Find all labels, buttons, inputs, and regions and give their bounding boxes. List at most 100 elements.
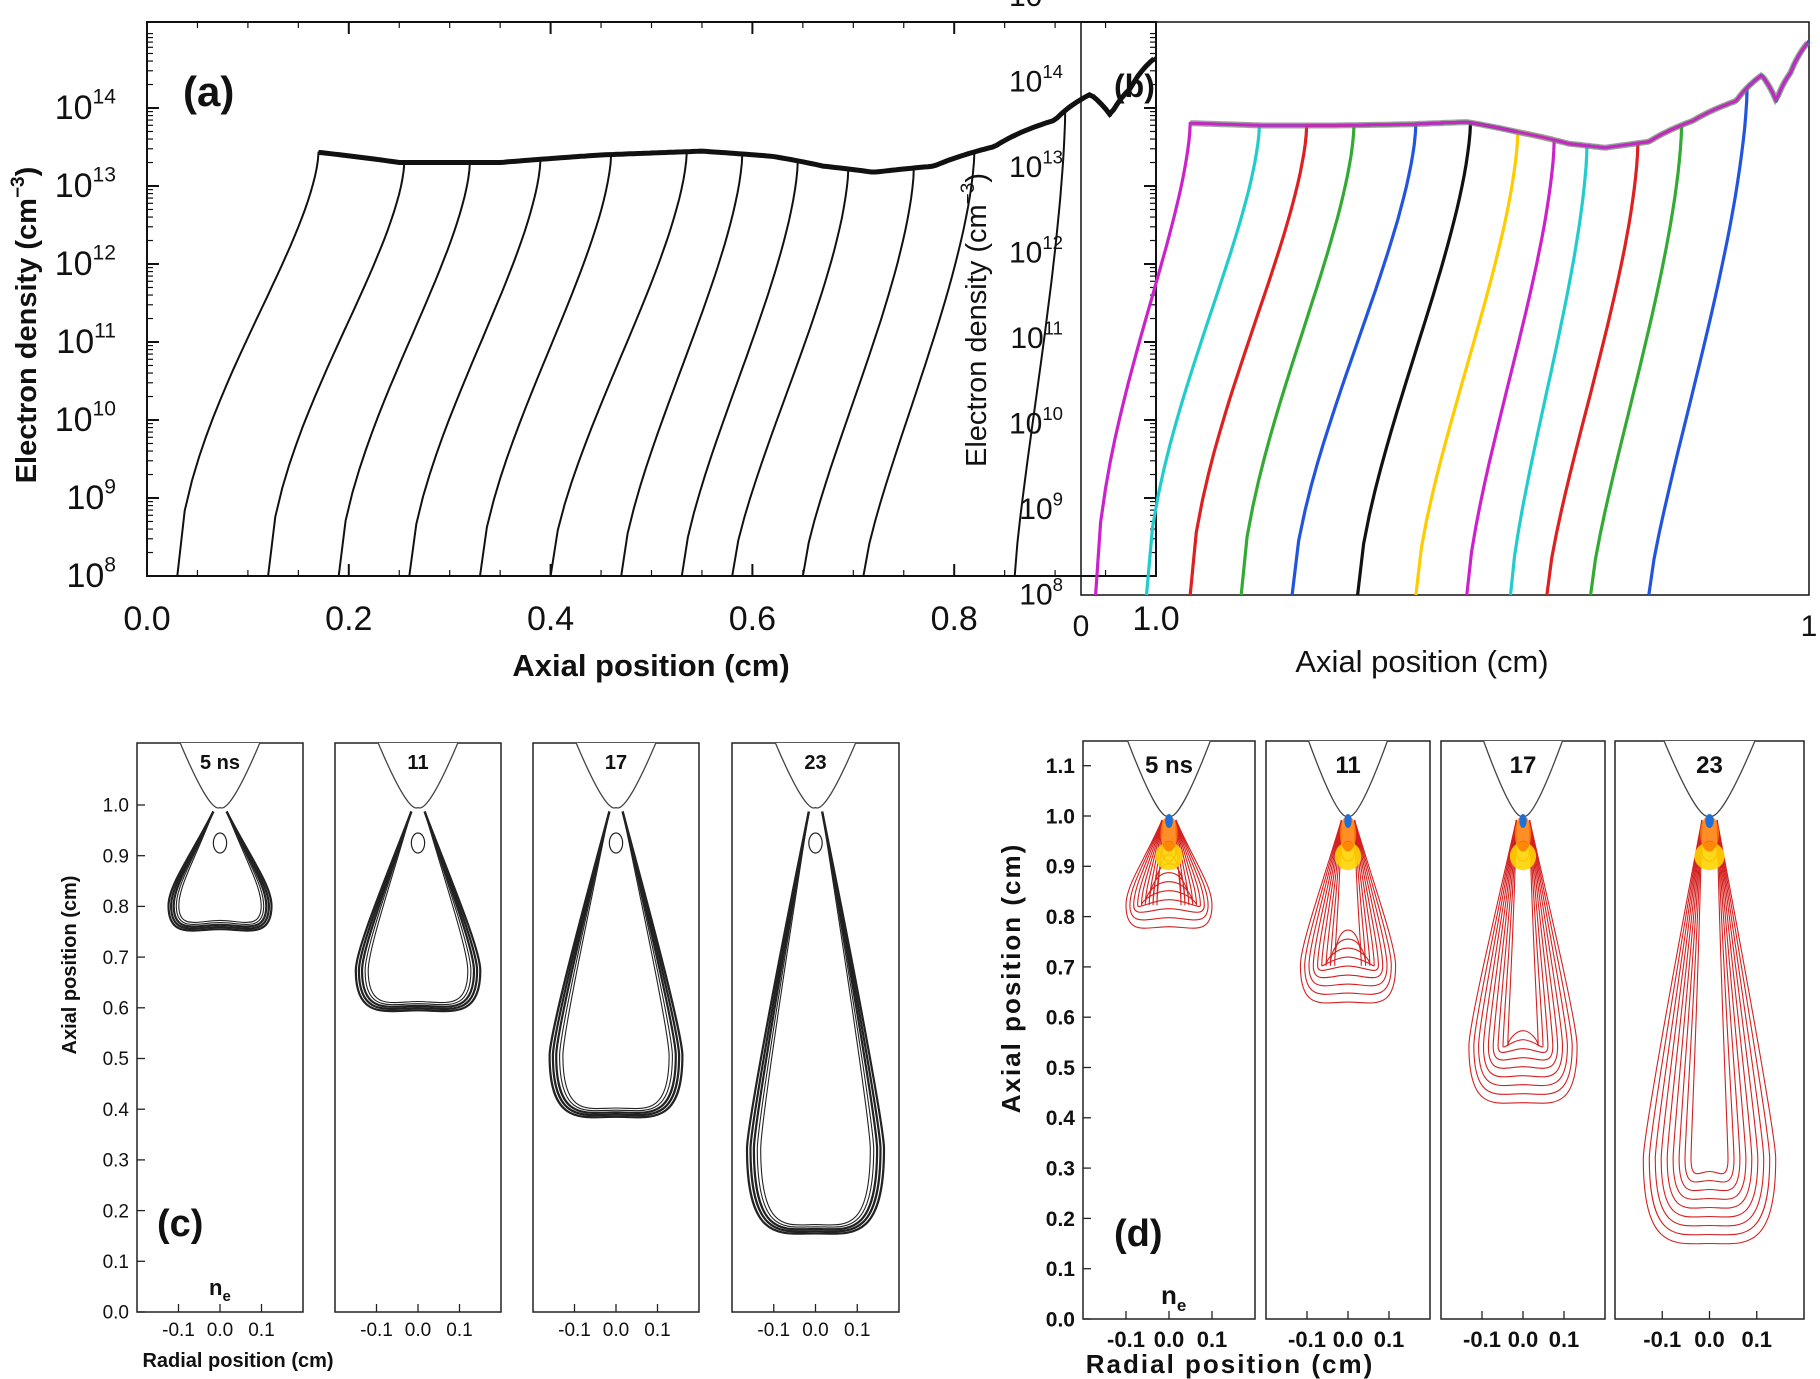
- y-tick-label-c: 0.4: [103, 1100, 130, 1121]
- x-tick-label-d: 0.0: [1154, 1327, 1185, 1352]
- y-tick-label-c: 0.6: [103, 998, 129, 1019]
- contour-shell-c: [172, 811, 268, 928]
- time-label-d: 11: [1335, 752, 1360, 779]
- x-tick-label-d: -0.1: [1107, 1327, 1145, 1352]
- contour-shell-c: [745, 811, 886, 1235]
- contour-shell-d: [1678, 819, 1741, 1192]
- contour-shell-c: [354, 811, 482, 1013]
- x-tick-label-c: 0.0: [207, 1320, 233, 1341]
- hot-core-d: [1509, 842, 1537, 871]
- density-envelope-a: [318, 56, 1156, 175]
- hot-core-d-mid: [1700, 815, 1719, 852]
- y-tick-label-d: 0.8: [1046, 906, 1076, 929]
- contour-shell-d: [1492, 819, 1554, 1061]
- x-tick-label-c: 0.1: [248, 1320, 274, 1341]
- time-label-d: 5 ns: [1145, 752, 1193, 779]
- panel-c-quantity: ne: [209, 1275, 231, 1305]
- x-tick-label-a: 1.0: [1132, 600, 1179, 638]
- x-tick-label-d: 0.0: [1508, 1327, 1539, 1352]
- contour-shell-c: [360, 811, 476, 1008]
- contour-frame-c: [334, 742, 502, 1313]
- x-tick-label-a: 0.2: [325, 600, 372, 638]
- panel-b-label: (b): [1114, 68, 1155, 104]
- contour-shell-c: [559, 811, 673, 1112]
- time-label-d: 23: [1696, 752, 1723, 779]
- density-curve-a: [176, 56, 1157, 577]
- contour-shell-d: [1304, 819, 1392, 995]
- density-curve-a: [620, 56, 1157, 577]
- contour-shell-c: [357, 811, 479, 1011]
- panel-d-xlabel: Radial position (cm): [1086, 1349, 1374, 1379]
- x-tick-label-d: -0.1: [1643, 1327, 1681, 1352]
- contour-shell-d: [1502, 819, 1544, 1048]
- density-curve-a: [862, 56, 1157, 577]
- density-curve-b: [1589, 40, 1811, 596]
- x-tick-label-d: -0.1: [1288, 1327, 1326, 1352]
- y-tick-label-b: 1015: [1009, 0, 1063, 13]
- y-tick-label-b: 1010: [1009, 403, 1063, 441]
- electrode-c: [377, 742, 459, 809]
- electrode-c: [774, 742, 857, 809]
- y-tick-label-d: 0.9: [1046, 856, 1075, 879]
- contour-box-c: 11: [334, 742, 502, 1313]
- panel-d-label: (d): [1114, 1213, 1163, 1255]
- y-tick-label-c: 0.1: [103, 1252, 129, 1273]
- time-label-c: 23: [804, 752, 826, 774]
- x-tick-label-d: 0.1: [1741, 1327, 1772, 1352]
- panel-d-ylabel: Axial position (cm): [996, 843, 1026, 1114]
- x-tick-label-d: 0.0: [1694, 1327, 1725, 1352]
- panel-c-label: (c): [157, 1203, 203, 1245]
- contour-shell-c: [364, 811, 472, 1006]
- panel-d-quantity: ne: [1161, 1280, 1186, 1315]
- contour-shell-d: [1144, 819, 1194, 906]
- contour-box-c: 5 ns: [136, 742, 304, 1313]
- contour-shell-d: [1684, 819, 1735, 1183]
- x-tick-label-c: -0.1: [360, 1320, 393, 1341]
- panel-b-xlabel: Axial position (cm): [1295, 644, 1548, 679]
- hot-core-d: [1694, 842, 1725, 871]
- y-tick-label-d: 1.0: [1046, 805, 1075, 828]
- contour-box-c: 23: [731, 742, 900, 1313]
- x-tick-label-b: 1: [1801, 610, 1818, 643]
- contour-shell-d: [1317, 819, 1379, 971]
- hot-core-d-tip: [1344, 814, 1352, 829]
- contour-shell-d: [1133, 819, 1205, 913]
- contour-shell-d: [1140, 819, 1198, 906]
- contour-shell-c: [551, 811, 681, 1117]
- contour-shell-d: [1325, 819, 1371, 966]
- contour-shell-c: [548, 811, 684, 1119]
- y-tick-label-d: 0.4: [1046, 1107, 1076, 1130]
- y-tick-label-d: 0.7: [1046, 956, 1075, 979]
- y-tick-label-b: 1012: [1009, 232, 1063, 270]
- y-tick-label-b: 108: [1019, 574, 1063, 612]
- contour-box-d: 5 ns: [1082, 740, 1256, 1320]
- panel-b-frame: [1080, 21, 1810, 596]
- contour-shell-d: [1507, 819, 1539, 1047]
- y-tick-label-c: 0.8: [103, 897, 129, 918]
- panel-c-xlabel: Radial position (cm): [142, 1350, 333, 1372]
- density-curve-a: [680, 56, 1157, 577]
- y-tick-label-b: 1011: [1010, 318, 1063, 356]
- panel-c-ylabel: Axial position (cm): [59, 876, 81, 1055]
- time-label-d: 17: [1510, 752, 1537, 779]
- x-tick-label-d: 0.1: [1374, 1327, 1405, 1352]
- panel-a: 108 109 1010 1011 1012 1013 1014 0.0 0.2 0.4 0.6 0.…: [8, 21, 1180, 683]
- x-tick-label-c: 0.0: [603, 1320, 629, 1341]
- y-tick-label-b: 1013: [1009, 147, 1063, 185]
- y-tick-label-c: 0.0: [103, 1303, 129, 1324]
- contour-shell-d: [1299, 819, 1397, 1004]
- y-tick-label-a: 1013: [55, 164, 116, 205]
- y-tick-label-c: 0.9: [103, 846, 129, 867]
- contour-shell-d: [1329, 819, 1367, 966]
- density-curve-b: [1647, 40, 1811, 596]
- contour-shell-d: [1137, 819, 1201, 907]
- contour-shell-d: [1129, 819, 1209, 921]
- contour-shell-c: [169, 811, 271, 930]
- y-tick-label-c: 1.0: [103, 796, 129, 817]
- hot-core-d: [1334, 842, 1362, 871]
- x-tick-label-d: 0.1: [1549, 1327, 1580, 1352]
- y-tick-label-a: 1010: [55, 398, 116, 439]
- x-tick-label-c: 0.0: [802, 1320, 828, 1341]
- y-tick-label-c: 0.5: [103, 1049, 129, 1070]
- panel-a-xlabel: Axial position (cm): [512, 648, 789, 683]
